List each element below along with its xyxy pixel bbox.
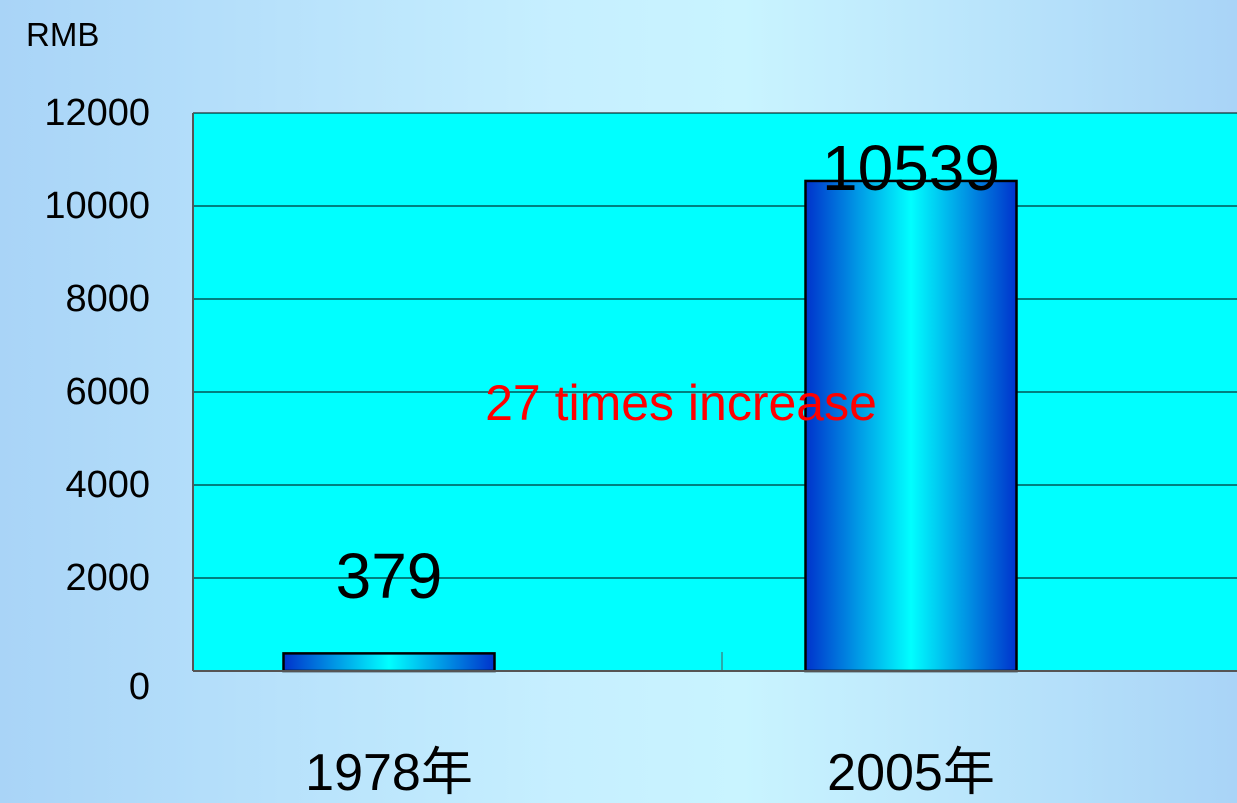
bars bbox=[282, 179, 1018, 673]
y-tick-label-0: 0 bbox=[129, 666, 150, 708]
increase-annotation: 27 times increase bbox=[485, 375, 877, 431]
data-label-379: 379 bbox=[336, 540, 443, 612]
gridlines bbox=[193, 112, 1237, 579]
y-tick-label-4000: 4000 bbox=[65, 464, 150, 506]
axes bbox=[192, 113, 1237, 672]
x-tick-label-1: 2005年 bbox=[827, 744, 995, 798]
x-tick-label-0: 1978年 bbox=[305, 744, 473, 798]
y-tick-label-10000: 10000 bbox=[44, 185, 150, 227]
y-tick-label-2000: 2000 bbox=[65, 557, 150, 599]
bar-1978年 bbox=[282, 652, 496, 673]
bar-2005年 bbox=[804, 179, 1018, 673]
y-unit-label: RMB bbox=[26, 16, 99, 53]
y-tick-label-8000: 8000 bbox=[65, 278, 150, 320]
y-tick-label-12000: 12000 bbox=[44, 92, 150, 134]
data-label-10539: 10539 bbox=[822, 132, 1000, 204]
y-tick-label-6000: 6000 bbox=[65, 371, 150, 413]
labels: 0 2000 4000 6000 8000 10000 12000 379 1978年 10539… bbox=[44, 92, 1000, 802]
